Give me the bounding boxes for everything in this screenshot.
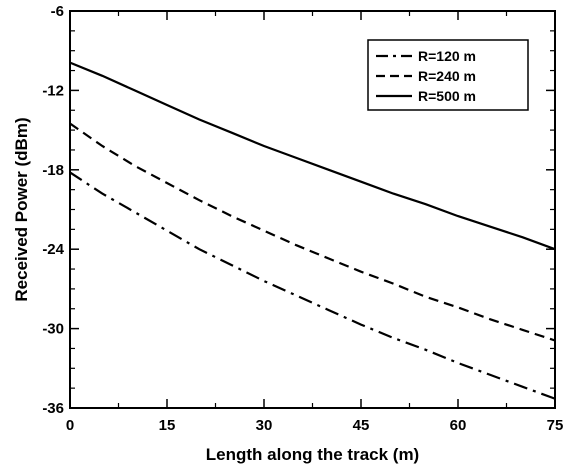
x-tick-label: 45	[353, 417, 370, 434]
x-tick-label: 60	[450, 417, 467, 434]
x-axis-title: Length along the track (m)	[206, 445, 419, 464]
y-tick-label: -6	[51, 3, 64, 20]
x-tick-label: 30	[256, 417, 273, 434]
y-tick-label: -18	[42, 162, 64, 179]
series-line-3	[69, 61, 556, 251]
series-line-1	[69, 171, 556, 400]
legend-label-3: R=500 m	[418, 88, 476, 104]
legend-label-2: R=240 m	[418, 68, 476, 84]
tick-labels: 0 15 30 45 60 75 -36 -30 -24 -18 -12 -6	[42, 3, 563, 434]
y-tick-label: -24	[42, 241, 64, 258]
legend: R=120 m R=240 m R=500 m	[367, 39, 529, 111]
y-tick-label: -12	[42, 82, 64, 99]
y-tick-label: -36	[42, 400, 64, 417]
y-axis-title: Received Power (dBm)	[12, 117, 31, 301]
axis-ticks	[69, 10, 556, 409]
series-lines	[69, 61, 556, 400]
x-tick-label: 75	[547, 417, 564, 434]
y-tick-label: -30	[42, 321, 64, 338]
x-tick-label: 15	[159, 417, 176, 434]
series-line-2	[69, 122, 556, 342]
legend-label-1: R=120 m	[418, 48, 476, 64]
x-tick-label: 0	[66, 417, 74, 434]
